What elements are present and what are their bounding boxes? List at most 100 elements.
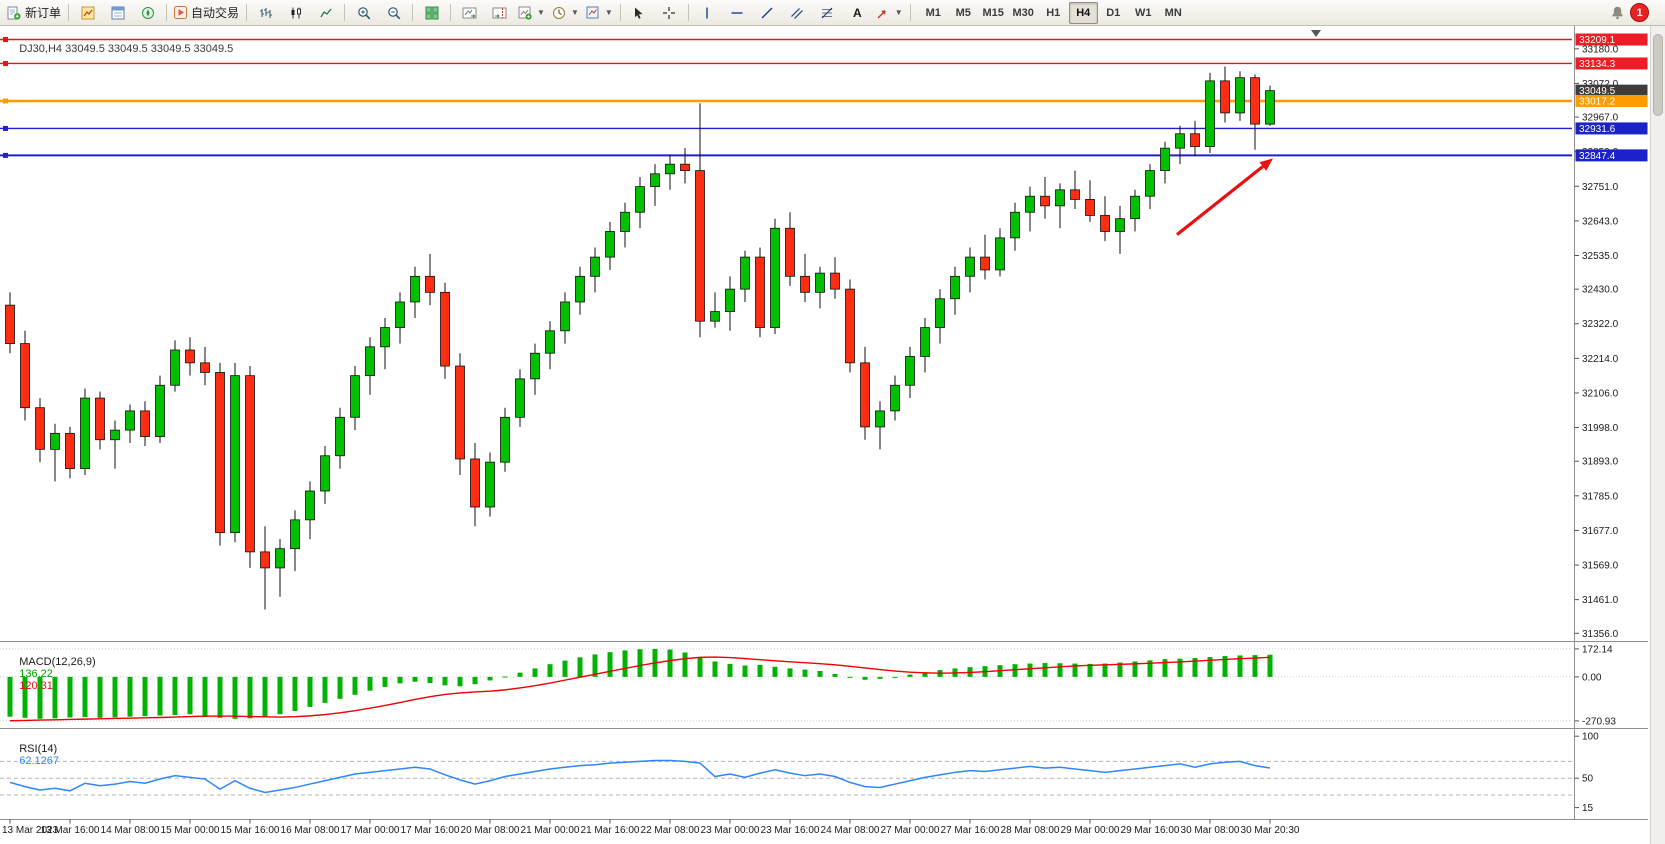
svg-text:17 Mar 16:00: 17 Mar 16:00 [401,825,460,836]
trendline-button[interactable] [753,2,782,24]
chart-shift-marker[interactable] [1311,30,1321,37]
arrow-shape-icon [877,9,886,18]
cursor-button[interactable] [625,2,654,24]
new-order-label: 新订单 [25,6,62,20]
macd-label: MACD(12,26,9) 136.22 120.31 [7,644,96,704]
timeframe-button-h4[interactable]: H4 [1068,1,1098,24]
svg-text:32535.0: 32535.0 [1582,251,1619,262]
market-watch-button[interactable] [73,2,102,24]
svg-text:29 Mar 00:00: 29 Mar 00:00 [1061,825,1120,836]
macd-name: MACD(12,26,9) [19,656,96,668]
vertical-scrollbar[interactable] [1650,26,1665,844]
svg-text:20 Mar 08:00: 20 Mar 08:00 [461,825,520,836]
crosshair-button[interactable] [655,2,684,24]
arrows-tool-button[interactable]: ▼ [873,2,906,24]
autotrading-icon [174,6,188,19]
line-chart-button[interactable] [311,2,340,24]
rsi-label: RSI(14) 62.1267 [7,731,59,779]
fibonacci-button[interactable] [813,2,842,24]
data-window-button[interactable] [103,2,132,24]
rsi-pane: 100 50 15 [0,732,1599,814]
horizontal-line-icon [731,11,743,14]
dropdown-caret: ▼ [604,8,613,17]
chart-window[interactable]: 33180.033072.032967.032859.032751.032643… [0,26,1665,844]
new-chart-icon [518,6,532,20]
timeframe-button-m15[interactable]: M15 [982,6,1004,19]
svg-text:32931.6: 32931.6 [1579,124,1616,135]
chart-shift-icon [492,7,507,18]
chart-autoscroll-button[interactable] [455,2,484,24]
new-chart-button[interactable]: ▼ [515,2,548,24]
zoom-in-button[interactable] [349,2,378,24]
svg-text:27 Mar 16:00: 27 Mar 16:00 [941,825,1000,836]
timeframe-button-h1[interactable]: H1 [1046,6,1061,19]
svg-text:31356.0: 31356.0 [1582,629,1619,640]
toolbar-separator [68,4,70,21]
zoom-out-button[interactable] [379,2,408,24]
svg-text:17 Mar 00:00: 17 Mar 00:00 [341,825,400,836]
toolbar-separator [246,4,248,21]
channel-button[interactable] [783,2,812,24]
chart-canvas[interactable]: 33180.033072.032967.032859.032751.032643… [0,26,1665,844]
svg-text:13 Mar 2023: 13 Mar 2023 [2,825,59,836]
timeframe-button-m1[interactable]: M1 [925,6,941,19]
svg-text:27 Mar 00:00: 27 Mar 00:00 [881,825,940,836]
toolbar-separator [450,4,452,21]
text-tool-button[interactable]: A [843,2,872,24]
rsi-value: 62.1267 [19,755,59,767]
svg-text:21 Mar 16:00: 21 Mar 16:00 [581,825,640,836]
rsi-name: RSI(14) [19,743,58,755]
autotrading-button[interactable]: 自动交易 [171,2,242,24]
vertical-line-icon [706,7,708,18]
svg-text:30 Mar 08:00: 30 Mar 08:00 [1181,825,1240,836]
market-watch-icon [81,6,95,19]
horizontal-line-button[interactable] [723,2,752,24]
svg-text:16 Mar 08:00: 16 Mar 08:00 [281,825,340,836]
navigator-button[interactable] [133,2,162,24]
template-icon [586,6,599,18]
notification-bell-icon[interactable] [1610,5,1625,20]
svg-text:24 Mar 08:00: 24 Mar 08:00 [821,825,880,836]
price-scale[interactable]: 33180.033072.032967.032859.032751.032643… [1574,44,1619,640]
dropdown-caret: ▼ [570,8,579,17]
svg-text:50: 50 [1582,774,1594,785]
timeframe-button-d1[interactable]: D1 [1106,6,1121,19]
price-lines[interactable] [0,37,1572,158]
notification-badge[interactable]: 1 [1630,3,1649,22]
timeframe-button-mn[interactable]: MN [1164,6,1182,19]
template-button[interactable]: ▼ [583,2,616,24]
svg-text:32751.0: 32751.0 [1582,182,1619,193]
svg-text:33209.1: 33209.1 [1579,35,1616,46]
cursor-icon [635,7,643,19]
bar-chart-button[interactable] [251,2,280,24]
timeframe-button-m30[interactable]: M30 [1012,6,1034,19]
tile-windows-button[interactable] [417,2,446,24]
arrow-annotation[interactable] [1176,158,1273,236]
svg-text:30 Mar 20:30: 30 Mar 20:30 [1241,825,1300,836]
macd-signal-value: 120.31 [19,680,53,692]
pane-splitters[interactable] [0,26,1648,820]
vertical-line-button[interactable] [693,2,722,24]
new-order-button[interactable]: 新订单 [4,2,64,24]
svg-text:0.00: 0.00 [1582,672,1602,683]
svg-text:23 Mar 00:00: 23 Mar 00:00 [701,825,760,836]
zoom-out-icon [387,6,400,19]
timeframe-button-m5[interactable]: M5 [955,6,971,19]
timeframe-button-w1[interactable]: W1 [1134,6,1152,19]
svg-text:33017.2: 33017.2 [1579,96,1616,107]
scrollbar-thumb[interactable] [1653,34,1663,116]
chart-ohlc-readout: DJ30,H4 33049.5 33049.5 33049.5 33049.5 [19,43,234,55]
main-toolbar: 新订单 自动交易 [0,0,1665,26]
trendline-icon [761,7,773,18]
svg-text:31998.0: 31998.0 [1582,423,1619,434]
data-window-icon [111,6,125,19]
chart-shift-button[interactable] [485,2,514,24]
candlestick-chart-button[interactable] [281,2,310,24]
period-button[interactable]: ▼ [549,2,582,24]
svg-text:31893.0: 31893.0 [1582,457,1619,468]
svg-text:33072.0: 33072.0 [1582,79,1619,90]
autotrading-label: 自动交易 [191,6,240,20]
